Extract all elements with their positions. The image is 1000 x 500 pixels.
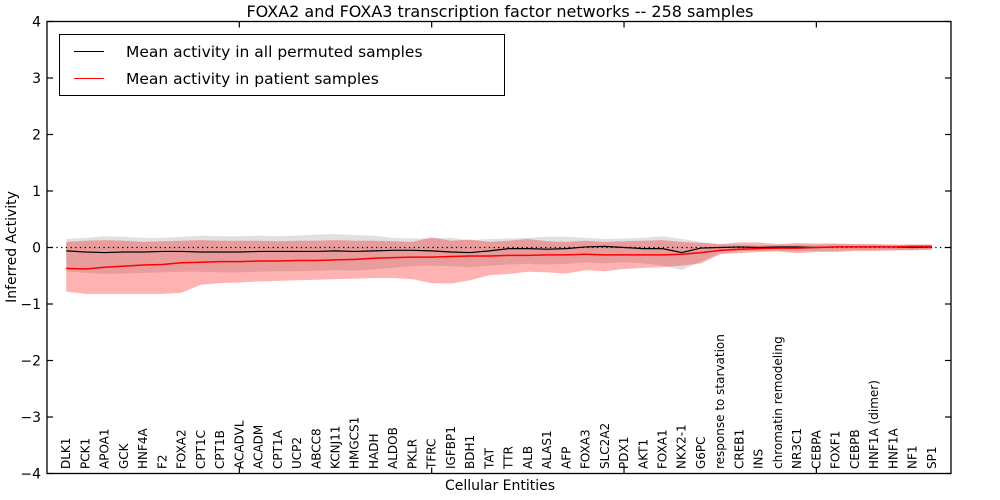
x-category-label: F2 bbox=[155, 454, 169, 469]
x-category-label: KCNJ11 bbox=[329, 426, 343, 469]
y-tick-label: 0 bbox=[32, 241, 41, 257]
legend-label: Mean activity in all permuted samples bbox=[126, 42, 423, 61]
x-category-label: ACADM bbox=[252, 425, 266, 469]
mean-line-permuted bbox=[66, 245, 932, 254]
x-category-label: NR3C1 bbox=[790, 428, 804, 469]
x-category-label: FOXA1 bbox=[655, 429, 669, 469]
y-tick-label: −4 bbox=[20, 467, 41, 483]
x-category-label: FOXF1 bbox=[829, 431, 843, 469]
y-tick-label: −1 bbox=[20, 297, 41, 313]
legend: Mean activity in all permuted samples Me… bbox=[59, 34, 505, 96]
x-category-label: DLK1 bbox=[59, 438, 73, 469]
x-category-label: NF1 bbox=[906, 445, 920, 469]
x-category-label: HNF1A bbox=[886, 427, 900, 469]
x-category-label: AFP bbox=[559, 447, 573, 469]
y-tick-label: 3 bbox=[32, 71, 41, 87]
x-category-label: PCK1 bbox=[78, 438, 92, 469]
x-category-label: SLC2A2 bbox=[598, 423, 612, 469]
x-category-label: CREB1 bbox=[732, 429, 746, 469]
x-category-label: UCP2 bbox=[290, 437, 304, 469]
x-category-label: AKT1 bbox=[636, 439, 650, 469]
x-category-label: FOXA3 bbox=[579, 429, 593, 469]
x-category-label: GCK bbox=[117, 442, 131, 469]
y-tick-label: −2 bbox=[20, 354, 41, 370]
x-axis-label: Cellular Entities bbox=[444, 478, 556, 494]
x-category-label: APOA1 bbox=[98, 428, 112, 469]
x-category-label: CPT1C bbox=[194, 430, 208, 469]
mean-line-patient bbox=[66, 245, 932, 270]
x-category-label: SP1 bbox=[925, 447, 939, 470]
x-category-label: HADH bbox=[367, 434, 381, 470]
y-tick-label: 2 bbox=[32, 128, 41, 144]
confidence-band-patient bbox=[66, 237, 932, 294]
x-category-label: IGFBP1 bbox=[444, 426, 458, 469]
x-category-label: G6PC bbox=[694, 436, 708, 469]
x-category-label: ACADVL bbox=[232, 420, 246, 469]
x-category-label: CPT1A bbox=[271, 429, 285, 469]
x-category-label: CEBPA bbox=[809, 429, 823, 469]
x-category-label: chromatin remodeling bbox=[771, 336, 785, 469]
confidence-band-permuted bbox=[66, 233, 932, 275]
x-category-label: PDX1 bbox=[617, 437, 631, 469]
x-category-label: ALAS1 bbox=[540, 430, 554, 469]
x-category-label: TTR bbox=[502, 446, 516, 470]
legend-item-permuted: Mean activity in all permuted samples bbox=[60, 38, 504, 65]
x-category-label: HNF4A bbox=[136, 427, 150, 469]
y-tick-label: −3 bbox=[20, 410, 41, 426]
legend-item-patient: Mean activity in patient samples bbox=[60, 65, 504, 92]
y-tick-label: 1 bbox=[32, 184, 41, 200]
x-category-label: TAT bbox=[482, 447, 496, 470]
x-category-label: ALB bbox=[521, 446, 535, 469]
x-category-label: ABCC8 bbox=[309, 428, 323, 469]
y-axis-label: Inferred Activity bbox=[4, 191, 20, 303]
x-category-label: BDH1 bbox=[463, 435, 477, 469]
y-tick-label: 4 bbox=[32, 15, 41, 31]
x-category-label: response to starvation bbox=[713, 334, 727, 469]
x-category-label: ALDOB bbox=[386, 427, 400, 469]
x-category-label: TFRC bbox=[425, 439, 439, 470]
legend-line-sample-red bbox=[74, 78, 104, 79]
x-category-label: CPT1B bbox=[213, 430, 227, 469]
x-category-label: HNF1A (dimer) bbox=[867, 380, 881, 469]
x-category-label: NKX2-1 bbox=[675, 424, 689, 469]
x-category-label: PKLR bbox=[405, 439, 419, 469]
chart-title: FOXA2 and FOXA3 transcription factor net… bbox=[246, 2, 754, 21]
x-category-label: FOXA2 bbox=[175, 429, 189, 469]
legend-label: Mean activity in patient samples bbox=[126, 69, 379, 88]
x-category-label: INS bbox=[752, 449, 766, 469]
x-category-label: HMGCS1 bbox=[348, 417, 362, 469]
legend-line-sample-black bbox=[74, 51, 104, 52]
x-category-label: CEBPB bbox=[848, 429, 862, 469]
